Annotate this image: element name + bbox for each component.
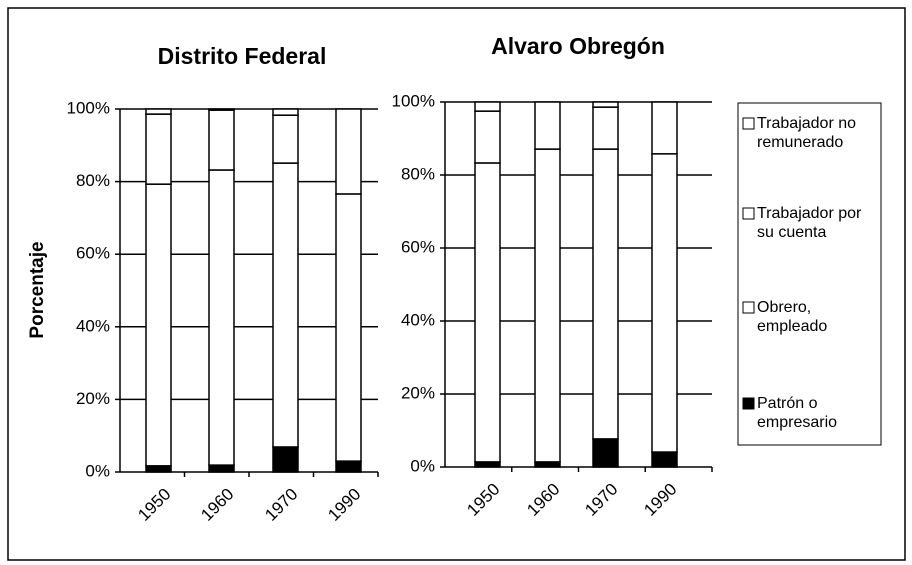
x-tick-label: 1990 [324, 485, 364, 525]
legend-label: Patrón o empresario [757, 395, 838, 431]
y-axis-label: Porcentaje [27, 241, 48, 338]
y-tick-label: 40% [401, 310, 435, 329]
legend-box [737, 102, 882, 446]
x-tick-label: 1950 [134, 485, 174, 525]
bar-segment [145, 113, 172, 185]
bar-segment [145, 465, 172, 473]
y-tick-label: 100% [67, 98, 110, 117]
x-tick-label: 1970 [581, 480, 621, 520]
bar-segment [592, 438, 619, 468]
bar-segment [335, 193, 362, 462]
y-tick-label: 80% [401, 164, 435, 183]
legend-swatch [742, 397, 755, 410]
bar-segment [592, 106, 619, 150]
y-tick-label: 0% [85, 461, 110, 480]
bar-segment [272, 446, 299, 473]
bar-segment [208, 464, 235, 473]
bar-segment [145, 108, 172, 115]
x-tick-label: 1970 [261, 485, 301, 525]
bar-segment [592, 148, 619, 440]
bar-segment [208, 109, 235, 171]
y-tick-label: 60% [401, 237, 435, 256]
bar-segment [335, 108, 362, 195]
bar-segment [272, 108, 299, 116]
y-tick-label: 20% [76, 389, 110, 408]
legend-swatch [742, 301, 755, 314]
x-tick-label: 1950 [463, 480, 503, 520]
bar-segment [145, 183, 172, 467]
bar-segment [474, 101, 501, 112]
legend-swatch [742, 117, 755, 130]
x-tick-label: 1960 [197, 485, 237, 525]
bar-segment [272, 114, 299, 164]
bar-segment [474, 461, 501, 468]
bar-segment [534, 461, 561, 468]
bar-segment [651, 101, 678, 155]
chart-title: Alvaro Obregón [491, 33, 665, 59]
legend-label: Trabajador por su cuenta [757, 205, 862, 241]
y-tick-label: 0% [410, 456, 435, 475]
bar-segment [335, 460, 362, 473]
x-tick-label: 1960 [523, 480, 563, 520]
y-tick-label: 60% [76, 244, 110, 263]
y-tick-label: 80% [76, 171, 110, 190]
bar-segment [272, 162, 299, 448]
bar-segment [534, 101, 561, 150]
bar-segment [651, 451, 678, 468]
legend-label: Trabajador no remunerado [757, 115, 857, 151]
bar-segment [208, 108, 235, 111]
y-tick-label: 20% [401, 383, 435, 402]
chart-title: Distrito Federal [158, 43, 327, 69]
y-tick-label: 100% [392, 91, 435, 110]
bar-segment [651, 153, 678, 453]
frame [7, 7, 906, 561]
bar-segment [208, 169, 235, 466]
legend-label: Obrero, empleado [757, 299, 828, 335]
bar-segment [534, 148, 561, 463]
bar-segment [474, 162, 501, 463]
bar-segment [592, 101, 619, 108]
legend-swatch [742, 207, 755, 220]
x-tick-label: 1990 [640, 480, 680, 520]
bar-segment [474, 110, 501, 164]
y-tick-label: 40% [76, 316, 110, 335]
